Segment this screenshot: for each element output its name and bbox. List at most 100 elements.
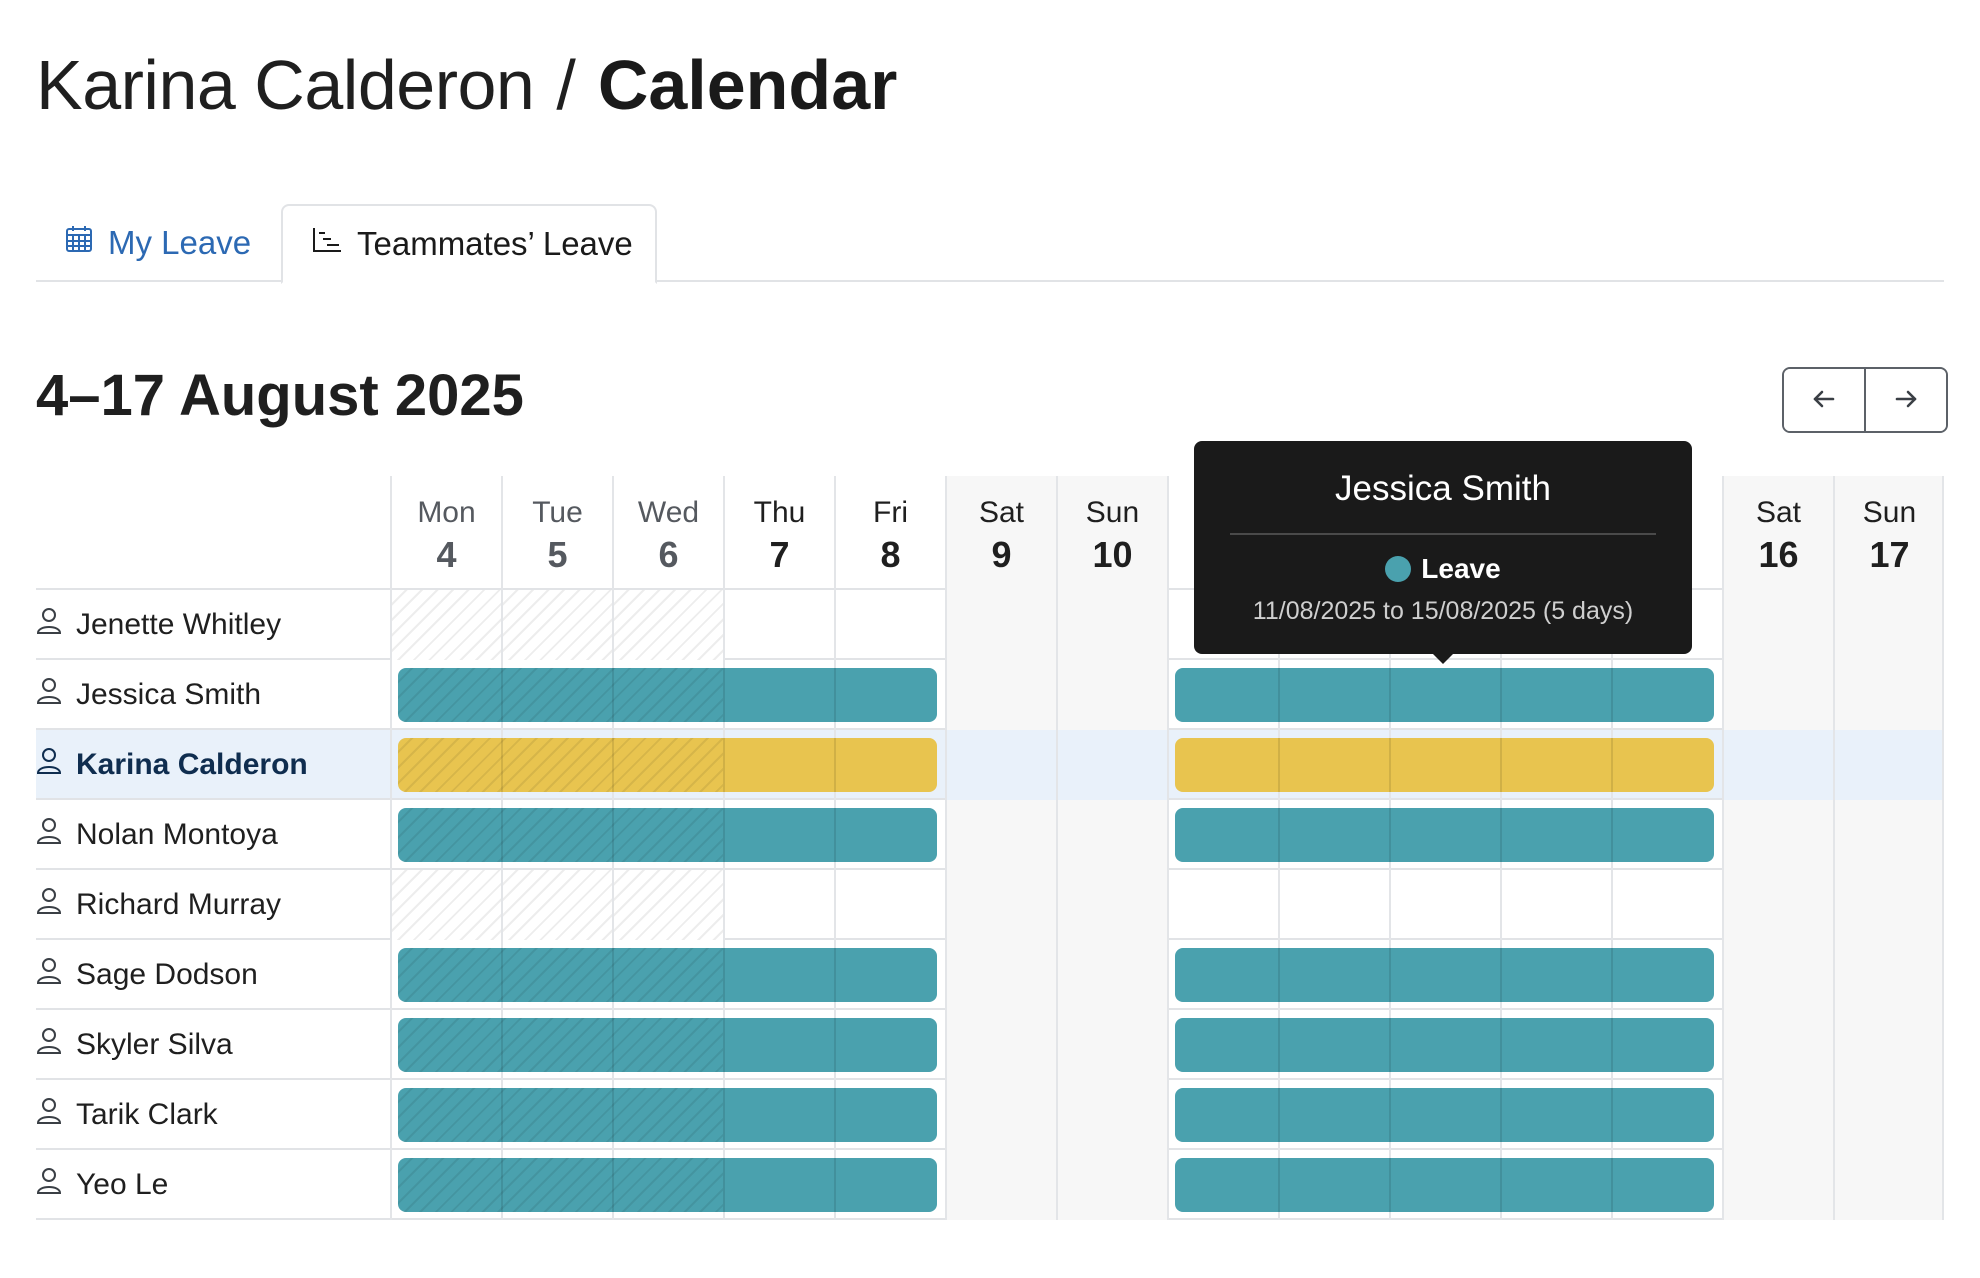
day-cell[interactable]	[390, 730, 501, 800]
day-cell[interactable]	[945, 870, 1056, 940]
day-cell[interactable]	[723, 870, 834, 940]
day-cell[interactable]	[501, 590, 612, 660]
day-cell[interactable]	[390, 1080, 501, 1150]
person-name-cell[interactable]: Yeo Le	[36, 1150, 388, 1220]
day-cell[interactable]	[1833, 730, 1944, 800]
leave-bar[interactable]	[1175, 1088, 1714, 1142]
day-cell[interactable]	[1833, 1010, 1944, 1080]
day-cell[interactable]	[945, 590, 1056, 660]
day-cell[interactable]	[945, 1080, 1056, 1150]
day-cell[interactable]	[1167, 1150, 1278, 1220]
day-cell[interactable]	[1278, 870, 1389, 940]
day-cell[interactable]	[390, 590, 501, 660]
day-cell[interactable]	[1722, 730, 1833, 800]
day-cell[interactable]	[1500, 870, 1611, 940]
day-cell[interactable]	[1722, 590, 1833, 660]
leave-bar[interactable]	[1175, 668, 1714, 722]
day-cell[interactable]	[1056, 940, 1167, 1010]
day-cell[interactable]	[1167, 1080, 1278, 1150]
person-name-cell[interactable]: Jenette Whitley	[36, 590, 388, 660]
day-cell[interactable]	[1722, 660, 1833, 730]
day-cell[interactable]	[1833, 1150, 1944, 1220]
leave-bar[interactable]	[398, 738, 937, 792]
day-cell[interactable]	[390, 800, 501, 870]
leave-bar[interactable]	[1175, 738, 1714, 792]
person-name-cell[interactable]: Jessica Smith	[36, 660, 388, 730]
day-cell[interactable]	[1167, 660, 1278, 730]
day-cell[interactable]	[945, 800, 1056, 870]
leave-type-dot-icon	[1385, 556, 1412, 582]
day-cell[interactable]	[1056, 870, 1167, 940]
day-cell[interactable]	[945, 730, 1056, 800]
day-cell[interactable]	[1167, 870, 1278, 940]
past-days-hatch	[398, 1018, 723, 1072]
day-cell[interactable]	[390, 1010, 501, 1080]
day-number: 5	[547, 534, 568, 575]
leave-bar[interactable]	[1175, 948, 1714, 1002]
day-cell[interactable]	[1722, 1150, 1833, 1220]
day-cell[interactable]	[945, 940, 1056, 1010]
day-cell[interactable]	[1833, 590, 1944, 660]
day-cell[interactable]	[1389, 870, 1500, 940]
person-name-cell[interactable]: Skyler Silva	[36, 1010, 388, 1080]
day-cell[interactable]	[1833, 1080, 1944, 1150]
leave-bar[interactable]	[398, 1018, 937, 1072]
day-cell[interactable]	[1833, 800, 1944, 870]
day-cell[interactable]	[1833, 870, 1944, 940]
past-days-hatch	[398, 808, 723, 862]
day-cell[interactable]	[1167, 940, 1278, 1010]
day-divider	[834, 668, 836, 722]
day-cell[interactable]	[1167, 730, 1278, 800]
day-cell[interactable]	[945, 1150, 1056, 1220]
day-cell[interactable]	[1056, 800, 1167, 870]
day-cell[interactable]	[1056, 1010, 1167, 1080]
day-cell[interactable]	[1056, 590, 1167, 660]
day-cell[interactable]	[612, 590, 723, 660]
leave-bar[interactable]	[1175, 808, 1714, 862]
day-cell[interactable]	[390, 1150, 501, 1220]
day-cell[interactable]	[1722, 1010, 1833, 1080]
day-cell[interactable]	[1167, 1010, 1278, 1080]
person-name-cell[interactable]: Richard Murray	[36, 870, 388, 940]
tab-my-leave[interactable]: My Leave	[36, 204, 282, 282]
next-period-button[interactable]	[1864, 369, 1946, 431]
day-cell[interactable]	[834, 590, 945, 660]
leave-bar[interactable]	[1175, 1158, 1714, 1212]
person-name-cell[interactable]: Karina Calderon	[36, 730, 388, 800]
day-cell[interactable]	[1722, 800, 1833, 870]
breadcrumb-owner[interactable]: Karina Calderon	[36, 46, 535, 124]
person-name-cell[interactable]: Nolan Montoya	[36, 800, 388, 870]
leave-bar[interactable]	[398, 1088, 937, 1142]
day-cell[interactable]	[1722, 940, 1833, 1010]
leave-bar[interactable]	[1175, 1018, 1714, 1072]
day-cell[interactable]	[723, 590, 834, 660]
day-cell[interactable]	[1722, 870, 1833, 940]
person-name-cell[interactable]: Tarik Clark	[36, 1080, 388, 1150]
leave-bar[interactable]	[398, 948, 937, 1002]
tab-teammates-leave[interactable]: Teammates’ Leave	[281, 204, 657, 284]
day-cell[interactable]	[945, 1010, 1056, 1080]
day-cell[interactable]	[1833, 660, 1944, 730]
day-of-week: Wed	[637, 496, 700, 529]
day-cell[interactable]	[1056, 1150, 1167, 1220]
day-cell[interactable]	[501, 870, 612, 940]
day-cell[interactable]	[945, 660, 1056, 730]
day-cell[interactable]	[1833, 940, 1944, 1010]
person-name-cell[interactable]: Sage Dodson	[36, 940, 388, 1010]
day-cell[interactable]	[1056, 660, 1167, 730]
day-cell[interactable]	[1611, 870, 1722, 940]
day-cell[interactable]	[390, 870, 501, 940]
leave-bar[interactable]	[398, 808, 937, 862]
day-cell[interactable]	[612, 870, 723, 940]
day-cell[interactable]	[834, 870, 945, 940]
day-cell[interactable]	[1167, 590, 1278, 660]
leave-bar[interactable]	[398, 668, 937, 722]
previous-period-button[interactable]	[1784, 369, 1864, 431]
day-cell[interactable]	[1056, 1080, 1167, 1150]
day-cell[interactable]	[390, 940, 501, 1010]
day-cell[interactable]	[1722, 1080, 1833, 1150]
day-cell[interactable]	[1167, 800, 1278, 870]
day-cell[interactable]	[1056, 730, 1167, 800]
day-cell[interactable]	[390, 660, 501, 730]
leave-bar[interactable]	[398, 1158, 937, 1212]
